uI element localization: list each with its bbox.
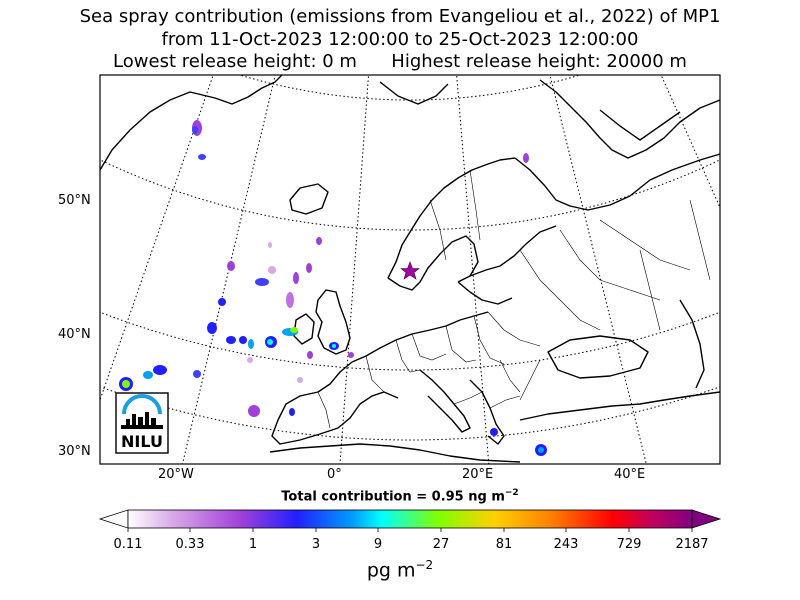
lon-label-0: 0°	[327, 467, 342, 482]
colorbar-tick: 0.33	[175, 537, 205, 552]
lon-label-40e: 40°E	[614, 467, 646, 482]
lon-label-20e: 20°E	[462, 467, 494, 482]
nilu-logo-text: NILU	[121, 432, 163, 451]
colorbar-tick: 9	[373, 537, 383, 552]
colorbar-tick: 1	[248, 537, 258, 552]
total-contribution-text: Total contribution = 0.95 ng m	[281, 489, 505, 505]
colorbar-tick: 243	[553, 537, 579, 552]
colorbar-tick: 0.11	[113, 537, 143, 552]
colorbar	[98, 509, 722, 532]
lon-label-20w: 20°W	[158, 467, 194, 482]
release-location-star	[400, 261, 420, 280]
borders	[317, 169, 711, 429]
colorbar-tick: 3	[311, 537, 321, 552]
title-line-1: Sea spray contribution (emissions from E…	[79, 6, 721, 27]
colorbar-tick: 729	[616, 537, 642, 552]
lat-label-50n: 50°N	[58, 193, 91, 208]
highest-release-height: Highest release height: 20000 m	[391, 51, 687, 72]
lowest-release-height: Lowest release height: 0 m	[113, 51, 357, 72]
lat-label-40n: 40°N	[58, 327, 91, 342]
colorbar-unit-text: pg m	[366, 559, 416, 582]
title-line-3: Lowest release height: 0 m Highest relea…	[0, 51, 800, 73]
coastlines	[100, 75, 720, 463]
title-line-2: from 11-Oct-2023 12:00:00 to 25-Oct-2023…	[161, 29, 639, 50]
map-frame	[99, 74, 721, 465]
colorbar-tick: 2187	[675, 537, 709, 552]
lat-label-30n: 30°N	[58, 444, 91, 459]
colorbar-unit: pg m−2	[0, 558, 800, 581]
colorbar-unit-exp: −2	[415, 558, 434, 572]
total-contribution-exp: −2	[504, 488, 519, 498]
nilu-logo: NILU	[115, 392, 169, 454]
concentration-plume	[119, 120, 547, 456]
colorbar-tick: 27	[432, 537, 450, 552]
colorbar-tick: 81	[495, 537, 513, 552]
total-contribution: Total contribution = 0.95 ng m−2	[0, 488, 800, 504]
